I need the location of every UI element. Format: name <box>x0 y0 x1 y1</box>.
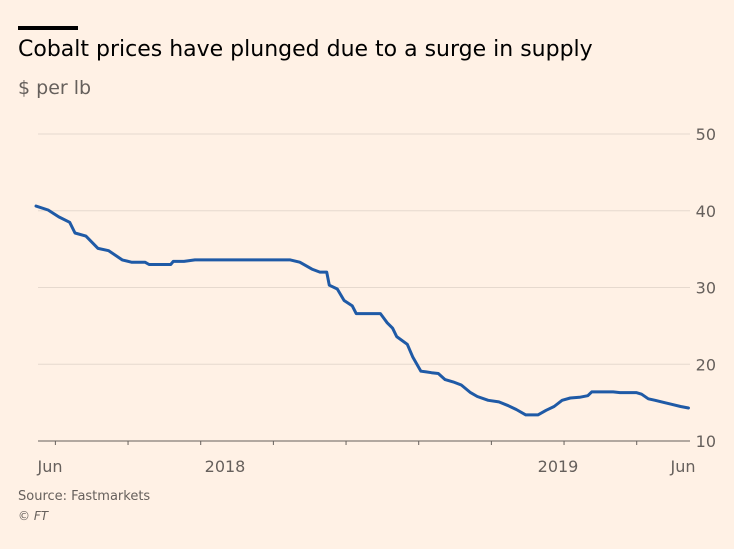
copyright-note: © FT <box>18 509 49 523</box>
source-note: Source: Fastmarkets <box>18 489 151 504</box>
y-tick-label: 40 <box>696 202 716 221</box>
chart-subtitle: $ per lb <box>18 77 92 99</box>
x-tick-label: Jun <box>670 457 696 476</box>
x-tick-label: 2019 <box>538 457 579 476</box>
y-tick-label: 10 <box>696 432 716 451</box>
title-accent-bar <box>18 26 78 30</box>
x-tick-label: Jun <box>37 457 63 476</box>
chart-title: Cobalt prices have plunged due to a surg… <box>18 37 593 62</box>
x-tick-label: 2018 <box>205 457 246 476</box>
y-tick-label: 30 <box>696 279 716 298</box>
y-axis-tick-labels: 10 20 30 40 50 <box>696 125 716 451</box>
gridlines <box>38 133 690 365</box>
series-group <box>34 204 690 417</box>
series-line-cobalt-price <box>34 204 690 417</box>
y-tick-label: 20 <box>696 355 716 374</box>
x-axis <box>38 440 690 445</box>
x-axis-tick-labels: Jun 2018 2019 Jun <box>37 457 696 476</box>
y-tick-label: 50 <box>696 125 716 144</box>
